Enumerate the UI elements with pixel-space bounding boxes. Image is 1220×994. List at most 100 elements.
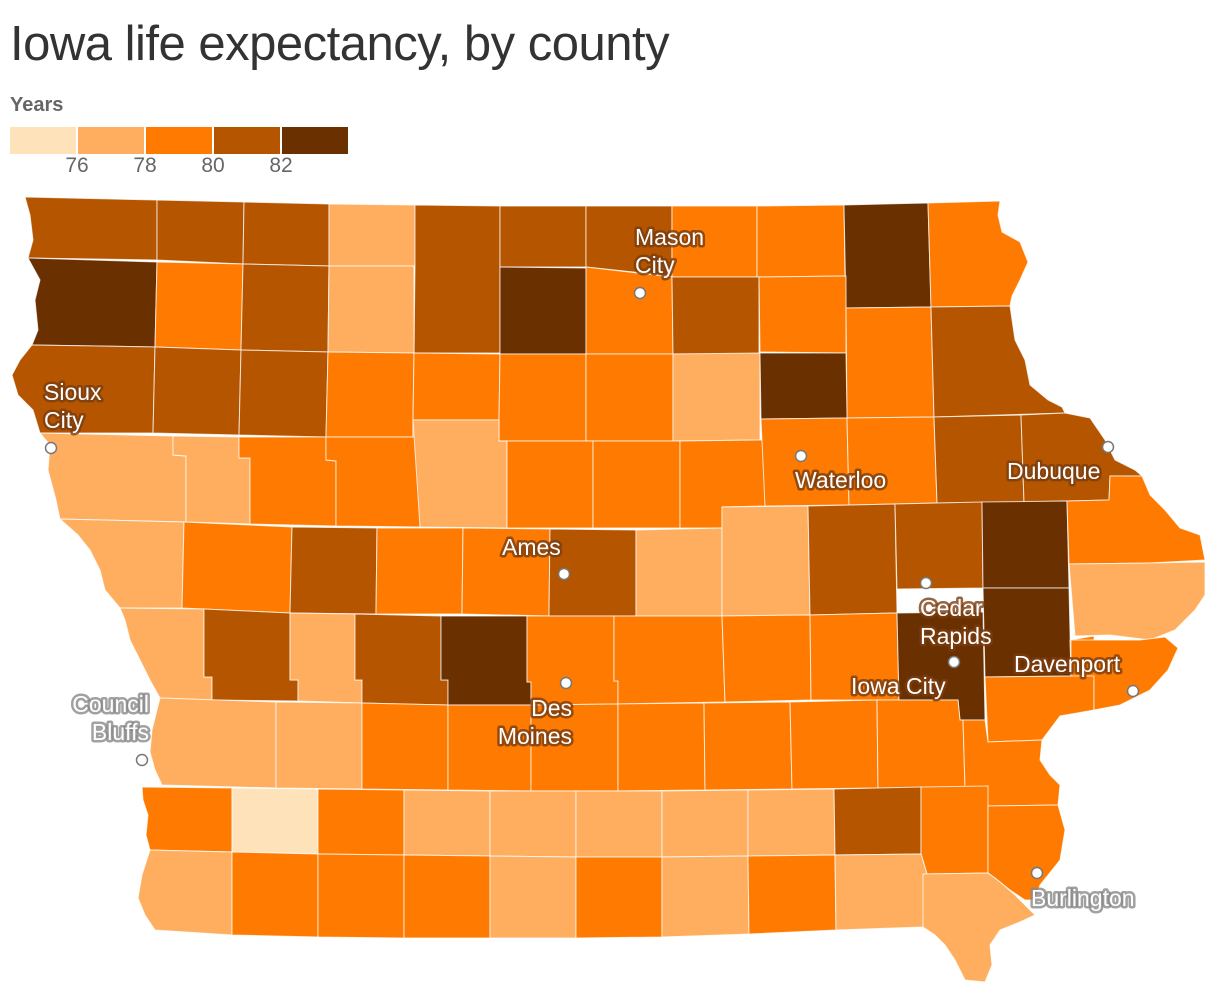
- county[interactable]: [585, 353, 674, 442]
- county[interactable]: [834, 853, 928, 931]
- county[interactable]: [1070, 636, 1179, 711]
- legend-swatch-3: [146, 127, 212, 154]
- legend-tick: 78: [133, 154, 157, 177]
- county[interactable]: [585, 266, 674, 355]
- county[interactable]: [403, 789, 491, 857]
- county[interactable]: [894, 501, 984, 590]
- county[interactable]: [592, 440, 681, 529]
- county[interactable]: [930, 305, 1066, 418]
- city-label-mason-city: Mason City: [635, 224, 704, 278]
- city-dot-burlington: [1030, 866, 1044, 880]
- county[interactable]: [575, 790, 663, 858]
- county[interactable]: [238, 436, 337, 527]
- county[interactable]: [203, 608, 299, 702]
- county[interactable]: [361, 702, 449, 791]
- county[interactable]: [703, 701, 793, 791]
- county[interactable]: [154, 261, 244, 351]
- county[interactable]: [317, 788, 405, 856]
- county[interactable]: [156, 199, 245, 265]
- county[interactable]: [231, 851, 319, 938]
- city-dot-ames: [557, 567, 571, 581]
- legend-tick: 82: [269, 154, 293, 177]
- city-dot-iowa-city: [947, 655, 961, 669]
- county[interactable]: [661, 855, 750, 938]
- county[interactable]: [489, 790, 577, 858]
- county[interactable]: [141, 786, 233, 853]
- city-label-council-bluffs: Council Bluffs: [72, 691, 149, 745]
- legend-swatch-1: [10, 127, 76, 154]
- county[interactable]: [807, 503, 898, 616]
- county[interactable]: [920, 785, 989, 875]
- county[interactable]: [289, 612, 363, 704]
- county[interactable]: [845, 306, 935, 419]
- county[interactable]: [375, 527, 464, 615]
- county[interactable]: [325, 351, 415, 438]
- legend-title: Years: [10, 94, 64, 116]
- county[interactable]: [498, 353, 587, 442]
- county[interactable]: [137, 849, 233, 936]
- county[interactable]: [671, 276, 760, 355]
- county[interactable]: [317, 853, 405, 939]
- county[interactable]: [981, 500, 1070, 589]
- county[interactable]: [876, 699, 966, 789]
- county[interactable]: [922, 872, 1036, 983]
- legend-swatch-5: [282, 127, 348, 154]
- county[interactable]: [1068, 561, 1206, 641]
- county[interactable]: [721, 614, 812, 703]
- county[interactable]: [843, 202, 932, 309]
- county[interactable]: [489, 855, 577, 939]
- county[interactable]: [58, 518, 185, 609]
- county[interactable]: [24, 196, 158, 261]
- county[interactable]: [758, 275, 847, 354]
- county[interactable]: [327, 265, 415, 354]
- county[interactable]: [354, 613, 449, 706]
- county[interactable]: [27, 257, 158, 348]
- county[interactable]: [231, 787, 319, 855]
- legend-ticks: 76 78 80 82: [10, 154, 350, 178]
- county[interactable]: [672, 352, 761, 442]
- county[interactable]: [275, 701, 363, 790]
- county[interactable]: [526, 615, 619, 706]
- county[interactable]: [149, 697, 277, 789]
- city-label-dubuque: Dubuque: [1007, 458, 1100, 484]
- city-dot-waterloo: [794, 449, 808, 463]
- county[interactable]: [242, 201, 330, 267]
- county[interactable]: [152, 346, 242, 436]
- city-dot-des-moines: [559, 676, 573, 690]
- county[interactable]: [499, 205, 587, 268]
- county[interactable]: [613, 615, 726, 705]
- county[interactable]: [747, 788, 836, 857]
- county[interactable]: [238, 349, 329, 438]
- county[interactable]: [499, 266, 587, 355]
- city-dot-dubuque: [1101, 440, 1115, 454]
- county[interactable]: [38, 432, 187, 523]
- county[interactable]: [289, 526, 378, 615]
- county[interactable]: [617, 702, 706, 792]
- county[interactable]: [413, 204, 501, 354]
- county[interactable]: [440, 615, 532, 706]
- county[interactable]: [756, 204, 846, 278]
- county[interactable]: [721, 505, 811, 617]
- county[interactable]: [328, 203, 416, 267]
- county[interactable]: [789, 699, 879, 790]
- city-label-cedar-rapids: Cedar Rapids: [920, 595, 992, 649]
- county[interactable]: [833, 786, 922, 856]
- counties: [11, 196, 1206, 983]
- legend-tick: 80: [201, 154, 225, 177]
- city-dot-cedar-rapids: [919, 576, 933, 590]
- city-label-burlington: Burlington: [1031, 885, 1135, 911]
- county[interactable]: [499, 440, 594, 529]
- county[interactable]: [759, 352, 848, 420]
- county[interactable]: [412, 419, 508, 529]
- color-legend: [10, 127, 348, 154]
- county[interactable]: [661, 789, 749, 858]
- county[interactable]: [181, 521, 293, 614]
- county[interactable]: [119, 607, 213, 701]
- county[interactable]: [403, 854, 491, 939]
- county[interactable]: [240, 263, 330, 353]
- county[interactable]: [747, 854, 837, 935]
- county[interactable]: [575, 856, 663, 939]
- county[interactable]: [635, 527, 723, 617]
- county[interactable]: [927, 200, 1029, 308]
- county[interactable]: [412, 352, 501, 421]
